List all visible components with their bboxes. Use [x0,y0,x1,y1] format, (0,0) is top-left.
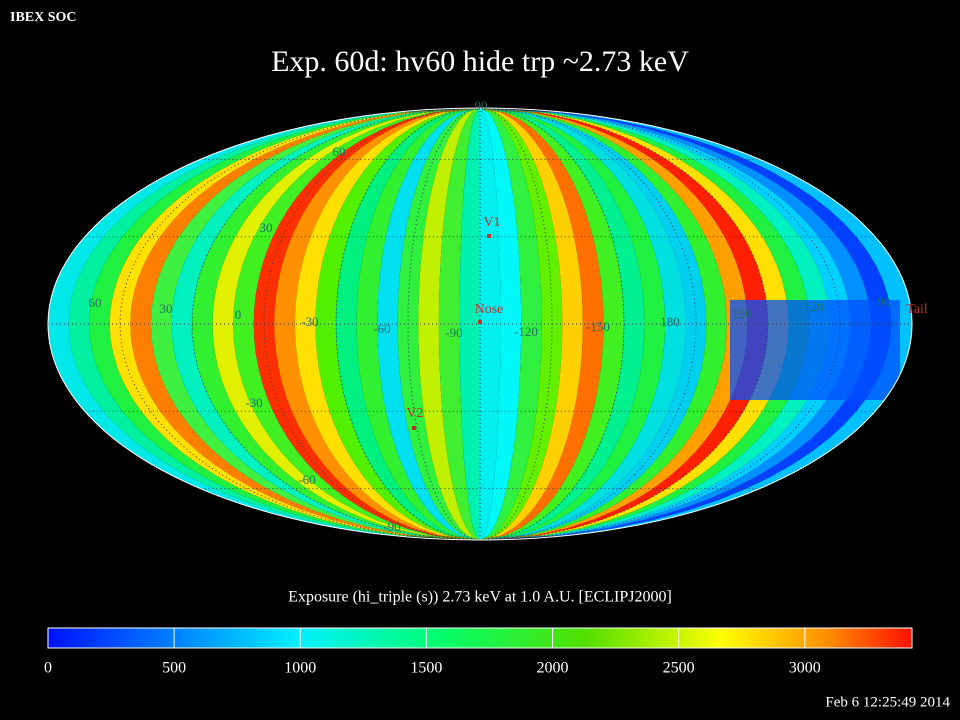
marker-dot [412,426,416,430]
exposure-stripe [480,108,501,540]
grid-label: -60 [373,321,390,336]
grid-label: 120 [804,299,824,314]
grid-label: -90 [445,325,462,340]
grid-label: 90 [475,98,488,113]
grid-label: -30 [245,395,262,410]
colorbar-tick-label: 1000 [284,660,316,677]
grid-label: 150 [732,306,752,321]
colorbar-tick-label: 1500 [410,660,442,677]
grid-label: -30 [301,314,318,329]
grid-label: 0 [235,307,242,322]
colorbar [47,627,913,649]
colorbar-tick-label: 2000 [537,660,569,677]
meridian [479,107,625,541]
meridian [119,107,481,541]
grid-label: -60 [298,472,315,487]
exposure-stripe [480,108,583,540]
exposure-stripe [418,108,480,540]
exposure-stripe [480,108,624,540]
grid-label: 30 [260,220,273,235]
exposure-stripe [480,108,604,540]
grid-label: 30 [160,301,173,316]
exposure-stripe [480,108,542,540]
colorbar-tick-label: 3000 [789,660,821,677]
grid-label: -120 [514,324,538,339]
exposure-stripe [356,108,480,540]
grid-label: 180 [660,314,680,329]
graticule [47,107,913,541]
meridian [479,107,841,541]
grid-label: 60 [89,295,102,310]
grid-label: -150 [586,319,610,334]
exposure-stripe [459,108,480,540]
exposure-stripe [377,108,480,540]
marker-dot [487,234,491,238]
marker-dot [478,320,482,324]
marker-label: V2 [406,406,423,421]
map [48,108,912,540]
marker-label: Tail [906,302,928,317]
colorbar-label: Exposure (hi_triple (s)) 2.73 keV at 1.0… [288,589,672,606]
org-label: IBEX SOC [10,10,77,25]
map-outline [47,107,913,541]
meridian [407,107,481,541]
colorbar-tick-label: 0 [44,660,52,677]
exposure-stripe [480,108,563,540]
marker-label: V1 [483,215,500,230]
marker-label: Nose [475,302,504,317]
grid-label: 60 [333,144,346,159]
exposure-stripe [438,108,480,540]
timestamp: Feb 6 12:25:49 2014 [825,694,950,710]
colorbar-tick-label: 2500 [663,660,695,677]
colorbar-tick-label: 500 [162,660,186,677]
exposure-stripe [397,108,480,540]
grid-label: 90 [878,294,891,309]
grid-label: -90 [383,519,400,534]
title: Exp. 60d: hv60 hide trp ~2.73 keV [271,45,689,78]
low-exposure-patch [730,300,900,400]
meridian [335,107,481,541]
exposure-stripe [336,108,480,540]
meridian [479,107,553,541]
